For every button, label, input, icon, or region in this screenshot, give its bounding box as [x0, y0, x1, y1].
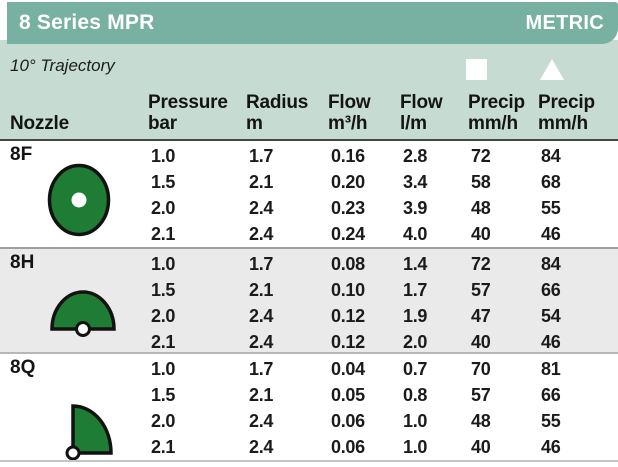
metric-badge: METRIC	[525, 11, 604, 34]
column-header-nozzle: Nozzle	[10, 113, 69, 134]
header-bar: 8 Series MPR METRIC	[7, 2, 618, 44]
nozzle-name: 8H	[10, 252, 35, 273]
column-header-precip-triangle: Precip mm/h	[538, 92, 595, 134]
nozzle-section-8q: 8Q 1.0 1.7 0.04 0.7 70 81 1.5 2.1 0.05 0.8 57 66 2…	[0, 352, 618, 461]
table-row: 2.0 2.4 0.06 1.0 48 55	[151, 410, 561, 431]
column-header-radius: Radius m	[246, 92, 309, 134]
square-icon	[466, 59, 487, 80]
table-row: 1.5 2.1 0.20 3.4 58 68	[151, 171, 561, 192]
data-rows-8h: 1.0 1.7 0.08 1.4 72 84 1.5 2.1 0.10 1.7 57 66 2.0 2…	[0, 251, 618, 355]
full-circle-nozzle-icon	[47, 163, 111, 237]
column-headers: Nozzle Pressure bar Radius m Flow m³/h F…	[0, 92, 618, 134]
triangle-icon	[540, 59, 564, 80]
table-row: 2.0 2.4 0.23 3.9 48 55	[151, 197, 561, 218]
column-header-pressure: Pressure bar	[148, 92, 228, 134]
table-row: 1.0 1.7 0.16 2.8 72 84	[151, 145, 561, 166]
nozzle-name: 8Q	[10, 357, 36, 378]
table-row: 1.0 1.7 0.04 0.7 70 81	[151, 358, 561, 379]
table-row: 2.1 2.4 0.06 1.0 40 46	[151, 436, 561, 457]
half-circle-nozzle-icon	[50, 290, 116, 337]
table-row: 1.5 2.1 0.05 0.8 57 66	[151, 384, 561, 405]
bottom-divider	[0, 460, 618, 462]
nozzle-name: 8F	[10, 144, 33, 165]
table-row: 2.1 2.4 0.12 2.0 40 46	[151, 331, 561, 352]
column-header-flow-m3h: Flow m³/h	[328, 92, 371, 134]
table-row: 2.1 2.4 0.24 4.0 40 46	[151, 223, 561, 244]
table-row: 1.5 2.1 0.10 1.7 57 66	[151, 279, 561, 300]
table-row: 2.0 2.4 0.12 1.9 47 54	[151, 305, 561, 326]
data-rows-8f: 1.0 1.7 0.16 2.8 72 84 1.5 2.1 0.20 3.4 58 68 2.0 2…	[0, 143, 618, 247]
column-header-panel: 10° Trajectory Nozzle Pressure bar Radiu…	[0, 40, 618, 139]
table-row: 1.0 1.7 0.08 1.4 72 84	[151, 253, 561, 274]
nozzle-section-8f: 8F 1.0 1.7 0.16 2.8 72 84 1.5 2.1 0.20 3.4 58 68 2…	[0, 139, 618, 247]
column-header-precip-square: Precip mm/h	[468, 92, 525, 134]
trajectory-label: 10° Trajectory	[10, 56, 115, 75]
nozzle-section-8h: 8H 1.0 1.7 0.08 1.4 72 84 1.5 2.1 0.10 1.7 57 66 2…	[0, 247, 618, 352]
column-header-flow-lm: Flow l/m	[400, 92, 443, 134]
data-rows-8q: 1.0 1.7 0.04 0.7 70 81 1.5 2.1 0.05 0.8 57 66 2.0 2…	[0, 356, 618, 460]
page-title: 8 Series MPR	[19, 11, 155, 34]
quarter-circle-nozzle-icon	[65, 404, 113, 461]
